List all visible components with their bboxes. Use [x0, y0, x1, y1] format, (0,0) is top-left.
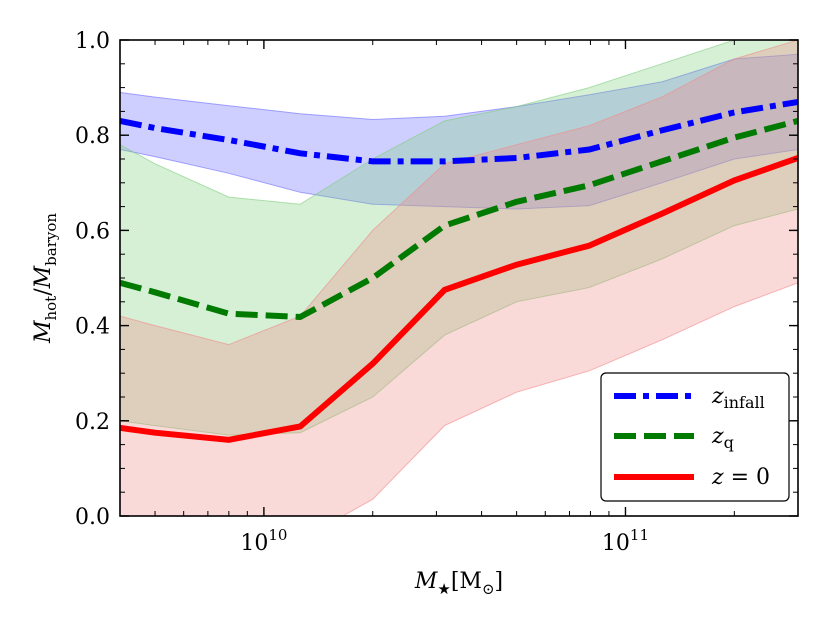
legend-label-z-q: zq — [711, 424, 734, 452]
line-z-infall — [120, 98, 798, 165]
y-tick-label: 0.2 — [75, 410, 110, 435]
y-tick-label: 0.8 — [75, 124, 110, 149]
y-axis-label: Mhot/Mbaryon — [31, 213, 60, 344]
plot-frame — [119, 39, 799, 517]
legend: zinfall zq z = 0 — [600, 372, 790, 502]
line-z-0 — [120, 155, 798, 443]
legend-box — [600, 372, 790, 502]
legend-label-z-0: z = 0 — [711, 465, 770, 490]
y-tick-label: 0.4 — [75, 315, 110, 340]
legend-label-z-infall: zinfall — [711, 384, 765, 412]
x-tick-label: 1010 — [240, 526, 287, 556]
series-lines — [120, 98, 798, 443]
tick-labels: 0.0 0.2 0.4 0.6 0.8 1.0 1010 1011 — [75, 29, 649, 556]
y-tick-label: 0.0 — [75, 505, 110, 530]
y-tick-label: 0.6 — [75, 219, 110, 244]
x-axis-label: M★[M⊙] — [414, 569, 503, 598]
band-z-0 — [120, 40, 798, 516]
line-z-q — [120, 117, 798, 321]
x-tick-label: 1011 — [602, 526, 649, 556]
y-tick-label: 1.0 — [75, 29, 110, 54]
